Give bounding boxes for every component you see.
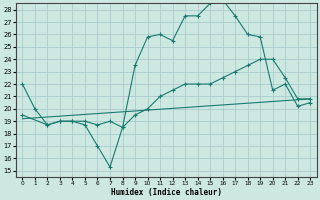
X-axis label: Humidex (Indice chaleur): Humidex (Indice chaleur)	[111, 188, 222, 197]
